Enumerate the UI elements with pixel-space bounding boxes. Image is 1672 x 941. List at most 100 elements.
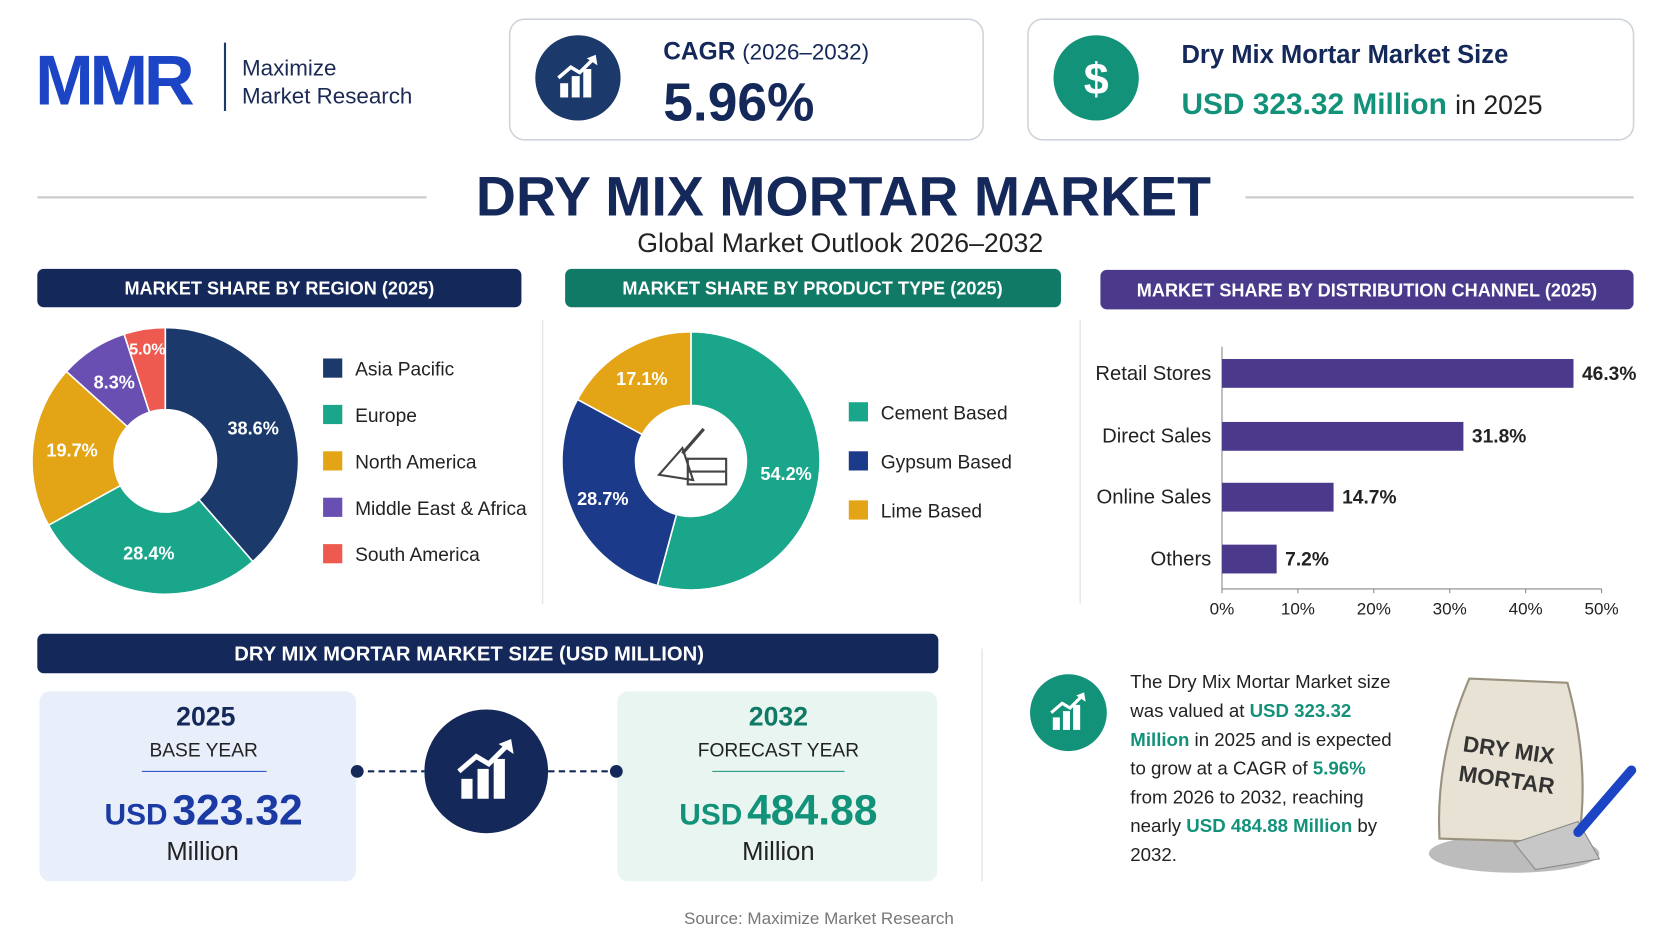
legend-label: Middle East & Africa bbox=[355, 499, 527, 520]
legend-swatch bbox=[323, 404, 343, 425]
section-header bbox=[1100, 269, 1634, 310]
summary-box: The Dry Mix Mortar Market size was value… bbox=[1130, 668, 1397, 870]
year: 2025 bbox=[176, 701, 235, 731]
unit: Million bbox=[742, 838, 814, 866]
amount: 323.32 bbox=[172, 787, 302, 835]
legend-label: North America bbox=[355, 452, 477, 473]
kpi-label: CAGR bbox=[663, 39, 735, 66]
value-label: 19.7% bbox=[46, 440, 97, 460]
amount: USD 484.88 bbox=[679, 787, 877, 835]
category-label: Others bbox=[1151, 548, 1212, 570]
slice bbox=[656, 331, 821, 591]
value-label: 17.1% bbox=[616, 369, 667, 389]
trowel-icon bbox=[681, 427, 705, 455]
legend-swatch bbox=[323, 497, 343, 517]
category-label: Retail Stores bbox=[1095, 363, 1211, 385]
x-tick-label: 0% bbox=[1210, 600, 1235, 619]
kpi-period: (2026–2032) bbox=[742, 40, 869, 65]
legend-swatch bbox=[323, 451, 343, 471]
highlight: USD 323.32 Million bbox=[1130, 699, 1352, 751]
section-header bbox=[37, 633, 939, 674]
x-tick-label: 50% bbox=[1585, 600, 1619, 619]
legend-label: Cement Based bbox=[881, 403, 1008, 424]
category-label: Online Sales bbox=[1097, 487, 1212, 509]
section-header bbox=[37, 268, 522, 308]
highlight: USD 484.88 Million bbox=[1186, 815, 1353, 837]
kpi-value: 5.96% bbox=[663, 74, 814, 133]
text: from 2026 to 2032, reaching nearly bbox=[1130, 786, 1364, 837]
amount: USD 323.32 bbox=[105, 787, 303, 835]
main-title: DRY MIX MORTAR MARKET bbox=[476, 165, 1211, 227]
summary: The Dry Mix Mortar Market size was value… bbox=[1130, 668, 1397, 870]
slice bbox=[123, 326, 167, 414]
legend-swatch bbox=[848, 451, 868, 471]
dot bbox=[609, 764, 623, 778]
value-label: 46.3% bbox=[1582, 364, 1636, 385]
dot bbox=[350, 764, 364, 778]
slice bbox=[561, 398, 678, 587]
unit: Million bbox=[166, 838, 238, 866]
logo: MMR bbox=[35, 41, 194, 120]
kpi-label: CAGR (2026–2032) bbox=[663, 39, 869, 66]
x-tick-label: 30% bbox=[1433, 600, 1467, 619]
legend-label: South America bbox=[355, 545, 480, 566]
value-label: 5.0% bbox=[129, 342, 165, 359]
subtitle: Global Market Outlook 2026–2032 bbox=[637, 228, 1043, 258]
category-label: Direct Sales bbox=[1102, 426, 1211, 448]
value-label: 28.7% bbox=[577, 489, 628, 509]
text: in 2025 and is expected to grow at a CAG… bbox=[1130, 728, 1392, 779]
bar bbox=[1221, 482, 1334, 512]
text: The Dry Mix Mortar Market size was value… bbox=[1130, 671, 1391, 722]
legend-label: Gypsum Based bbox=[881, 452, 1012, 473]
kpi-label: Dry Mix Mortar Market Size bbox=[1181, 41, 1508, 69]
center-circle bbox=[637, 407, 745, 515]
value-label: 7.2% bbox=[1285, 549, 1329, 570]
kpi-value: USD 323.32 Million in 2025 bbox=[1181, 88, 1542, 121]
currency: USD bbox=[679, 799, 742, 832]
value-label: 54.2% bbox=[760, 464, 811, 484]
section-header bbox=[565, 268, 1061, 308]
legend-swatch bbox=[848, 500, 868, 520]
bar bbox=[1221, 421, 1464, 451]
value-label: 8.3% bbox=[94, 373, 135, 393]
base-card bbox=[39, 691, 357, 882]
brand: Market Research bbox=[242, 83, 412, 108]
year: 2032 bbox=[749, 701, 808, 731]
kpi-card bbox=[508, 18, 984, 141]
kpi-icon-glyph: $ bbox=[1084, 54, 1109, 104]
bar bbox=[1221, 544, 1277, 574]
chart-title: MARKET SHARE BY PRODUCT TYPE (2025) bbox=[622, 278, 1002, 298]
x-tick-label: 20% bbox=[1357, 600, 1391, 619]
trowel-handle bbox=[1573, 765, 1637, 837]
value-label: 38.6% bbox=[227, 418, 278, 438]
value-label: 31.8% bbox=[1472, 427, 1526, 448]
kpi-suffix: in 2025 bbox=[1455, 90, 1542, 120]
x-tick-label: 10% bbox=[1281, 600, 1315, 619]
brand: Maximize bbox=[242, 56, 336, 81]
bar bbox=[1221, 359, 1574, 388]
value-label: 14.7% bbox=[1342, 488, 1396, 509]
amount: 484.88 bbox=[747, 787, 877, 835]
legend-swatch bbox=[323, 358, 343, 378]
legend-label: Asia Pacific bbox=[355, 360, 455, 381]
section-title: DRY MIX MORTAR MARKET SIZE (USD MILLION) bbox=[234, 643, 704, 665]
chart-title: MARKET SHARE BY REGION (2025) bbox=[124, 278, 434, 298]
slice bbox=[164, 326, 300, 563]
source: Source: Maximize Market Research bbox=[684, 909, 954, 928]
year-label: FORECAST YEAR bbox=[698, 740, 859, 761]
chart-title: MARKET SHARE BY DISTRIBUTION CHANNEL (20… bbox=[1137, 281, 1597, 301]
kpi-value: USD 323.32 Million bbox=[1181, 88, 1446, 121]
kpi-icon bbox=[1053, 35, 1139, 121]
year-label: BASE YEAR bbox=[149, 740, 257, 761]
slice bbox=[576, 331, 692, 436]
forecast-card bbox=[617, 691, 938, 882]
legend-label: Europe bbox=[355, 406, 417, 427]
value-label: 28.4% bbox=[123, 544, 174, 564]
text: by 2032. bbox=[1130, 815, 1378, 866]
slice bbox=[31, 370, 129, 527]
x-tick-label: 40% bbox=[1509, 600, 1543, 619]
slice bbox=[47, 484, 254, 596]
